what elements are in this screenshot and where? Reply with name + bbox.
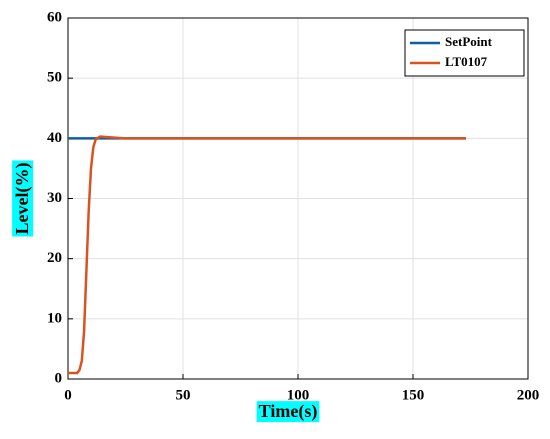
y-axis-label: Level(%)	[12, 163, 33, 235]
x-tick-label: 100	[287, 387, 310, 403]
y-tick-label: 40	[47, 130, 62, 146]
y-tick-label: 50	[47, 70, 62, 86]
x-axis-label: Time(s)	[259, 401, 318, 422]
x-tick-label: 200	[517, 387, 540, 403]
y-tick-label: 0	[55, 370, 63, 386]
legend-box	[404, 29, 525, 77]
y-tick-label: 60	[47, 9, 62, 25]
legend: SetPoint LT0107	[404, 29, 525, 77]
y-tick-label: 30	[47, 190, 62, 206]
x-axis-label-group: Time(s)	[256, 401, 320, 423]
legend-label: LT0107	[445, 54, 488, 69]
y-axis-label-group: Level(%)	[12, 160, 34, 237]
y-tick-label: 20	[47, 250, 62, 266]
x-axis-label-background	[256, 401, 320, 423]
y-tick-label: 10	[47, 310, 62, 326]
plot-border	[67, 17, 529, 380]
legend-label: SetPoint	[445, 34, 493, 49]
series-line	[68, 135, 466, 375]
x-tick-label: 50	[176, 387, 191, 403]
y-axis-label-background	[12, 160, 34, 237]
x-tick-label: 0	[64, 387, 72, 403]
x-tick-label: 150	[402, 387, 425, 403]
